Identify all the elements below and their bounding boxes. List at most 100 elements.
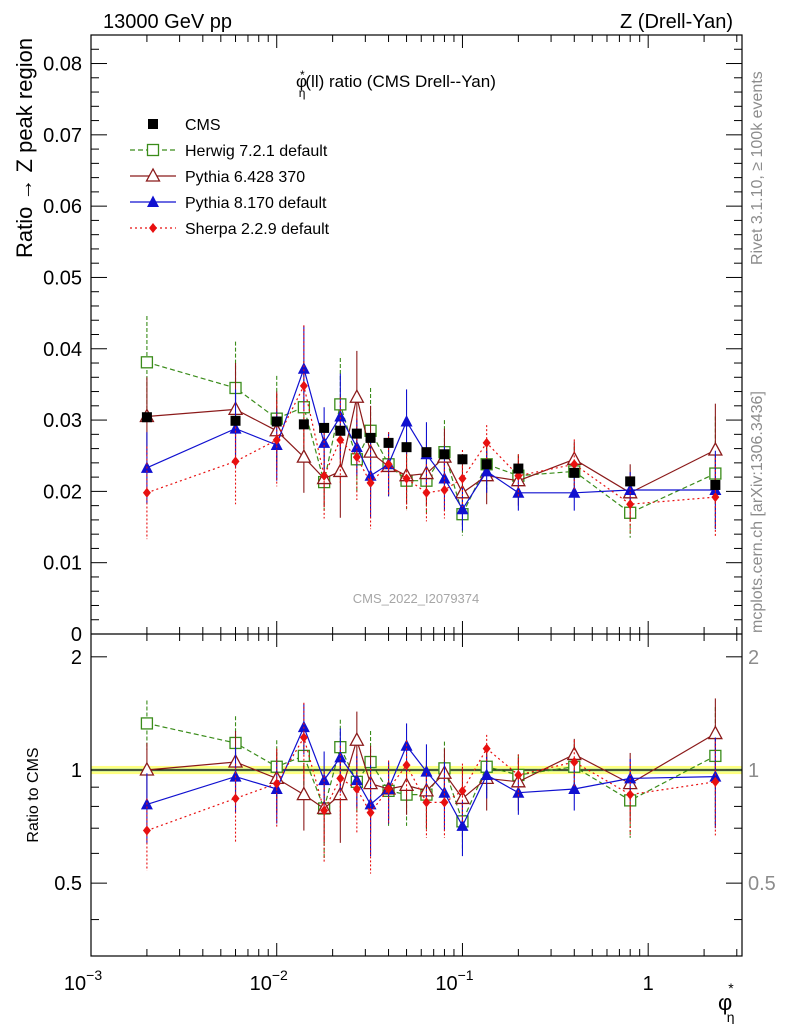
ratio-pythia8-point [318, 773, 331, 786]
legend-entry-herwig: Herwig 7.2.1 default [130, 143, 328, 160]
x-title-phi: φ [718, 990, 732, 1015]
top-pythia8-line [146, 366, 716, 511]
ratio-sherpa-point [711, 776, 720, 787]
top-cms-point [710, 479, 721, 490]
top-cms-point [569, 467, 580, 478]
x-tick-label: 10−1 [435, 967, 473, 995]
ratio-herwig-point [140, 717, 154, 730]
x-axis-title: φ* η [718, 980, 735, 1024]
y-axis-title-top: Ratio → Z peak region [12, 38, 37, 258]
ratio-sherpa-point [142, 825, 151, 836]
top-sherpa-point [570, 459, 579, 470]
ratio-pythia8-point [364, 797, 377, 810]
legend-entry-sherpa: Sherpa 2.2.9 default [130, 221, 330, 238]
top-pythia8-point [568, 486, 581, 498]
ratio-pythia8-point [334, 750, 347, 763]
axes-layer: 10−3 10−2 10−1 1 0 0.01 0.02 0.03 0.04 0.05 0.06 0.… [43, 34, 776, 995]
ratio-sherpa-point [384, 784, 393, 795]
top-cms-point [481, 459, 492, 470]
process-label: Z (Drell-Yan) [620, 11, 733, 33]
legend-cms-marker [148, 119, 158, 129]
top-cms-point [513, 463, 524, 474]
legend-cms-label: CMS [185, 117, 221, 134]
top-pythia8-point [364, 469, 377, 481]
rivet-label: Rivet 3.1.10, ≥ 100k events [749, 71, 766, 265]
top-sherpa-point [458, 473, 467, 484]
ratio-sherpa-point [352, 784, 361, 795]
top-pythia6-point [349, 388, 365, 403]
ratio-sherpa-point [231, 793, 240, 804]
legend-sherpa-marker [149, 223, 157, 233]
top-series-cms [141, 412, 721, 490]
top-pythia8-point [297, 362, 310, 374]
y-tick-label-top: 0.08 [43, 54, 82, 76]
reference-band-layer [91, 765, 742, 775]
ratio-pythia6-point [707, 725, 723, 740]
top-pythia6-point [296, 448, 312, 463]
ratio-sherpa-point [422, 797, 431, 808]
y-tick-label-ratio: 0.5 [54, 873, 82, 895]
y-tick-label-top: 0.03 [43, 410, 82, 432]
top-cms-point [230, 415, 241, 426]
legend-sherpa-label: Sherpa 2.2.9 default [185, 221, 330, 238]
top-sherpa-point [366, 477, 375, 488]
ratio-pythia6-point [296, 786, 312, 801]
top-pythia6-line [146, 397, 716, 494]
y-tick-label-ratio: 1 [71, 760, 82, 782]
top-herwig-point [140, 356, 154, 369]
legend: CMS Herwig 7.2.1 default Pythia 6.428 370 P… [130, 117, 330, 238]
top-cms-point [625, 476, 636, 487]
y-tick-label-top: 0.01 [43, 553, 82, 575]
x-tick-label: 10−2 [250, 967, 288, 995]
top-cms-point [271, 416, 282, 427]
y-tick-label-top: 0 [71, 624, 82, 646]
top-cms-point [298, 419, 309, 430]
title-sub: η [299, 86, 306, 100]
ratio-series-pythia8 [140, 703, 722, 857]
plot-frame [90, 34, 743, 957]
ratio-pythia8-point [624, 771, 637, 784]
top-sherpa-point [422, 487, 431, 498]
legend-herwig-label: Herwig 7.2.1 default [185, 143, 328, 160]
ratio-sherpa-point [626, 789, 635, 800]
beam-label: 13000 GeV pp [103, 11, 232, 33]
top-panel-data [139, 315, 723, 540]
top-sherpa-point [231, 456, 240, 467]
bottom-panel-data [139, 698, 723, 874]
title-rest: (ll) ratio (CMS Drell--Yan) [305, 72, 495, 91]
top-sherpa-line [146, 384, 716, 505]
top-series-pythia8 [140, 325, 722, 531]
top-sherpa-point [384, 459, 393, 470]
legend-entry-pythia8: Pythia 8.170 default [130, 195, 327, 212]
ratio-pythia8-point [456, 819, 469, 831]
ratio-pythia8-point [438, 786, 451, 798]
ratio-pythia8-line [146, 725, 716, 828]
ratio-pythia8-point [420, 765, 433, 777]
legend-pythia6-marker [145, 167, 161, 182]
ratio-pythia8-point [480, 768, 493, 780]
y-tick-label-top: 0.04 [43, 339, 82, 361]
top-sherpa-point [352, 452, 361, 463]
top-cms-point [351, 428, 362, 439]
top-pythia8-point [480, 464, 493, 477]
top-sherpa-point [272, 435, 281, 446]
top-cms-point [141, 412, 152, 423]
ratio-sherpa-point [336, 773, 345, 784]
ratio-pythia8-point [709, 770, 722, 782]
x-title-sup: * [728, 980, 734, 996]
ratio-sherpa-point [482, 743, 491, 754]
legend-entry-pythia6: Pythia 6.428 370 [130, 167, 305, 186]
top-sherpa-point [402, 473, 411, 484]
top-sherpa-point [482, 437, 491, 448]
ratio-pythia8-point [568, 782, 581, 795]
top-series-pythia6 [139, 350, 723, 525]
ratio-pythia6-line [146, 732, 716, 810]
ratio-pythia8-point [297, 720, 310, 733]
y-axis-title-bottom: Ratio to CMS [25, 747, 42, 842]
top-sherpa-point [336, 435, 345, 446]
ratio-sherpa-point [272, 778, 281, 789]
top-cms-point [365, 432, 376, 443]
y-tick-label-top: 0.06 [43, 196, 82, 218]
title-sup: * [300, 68, 305, 82]
